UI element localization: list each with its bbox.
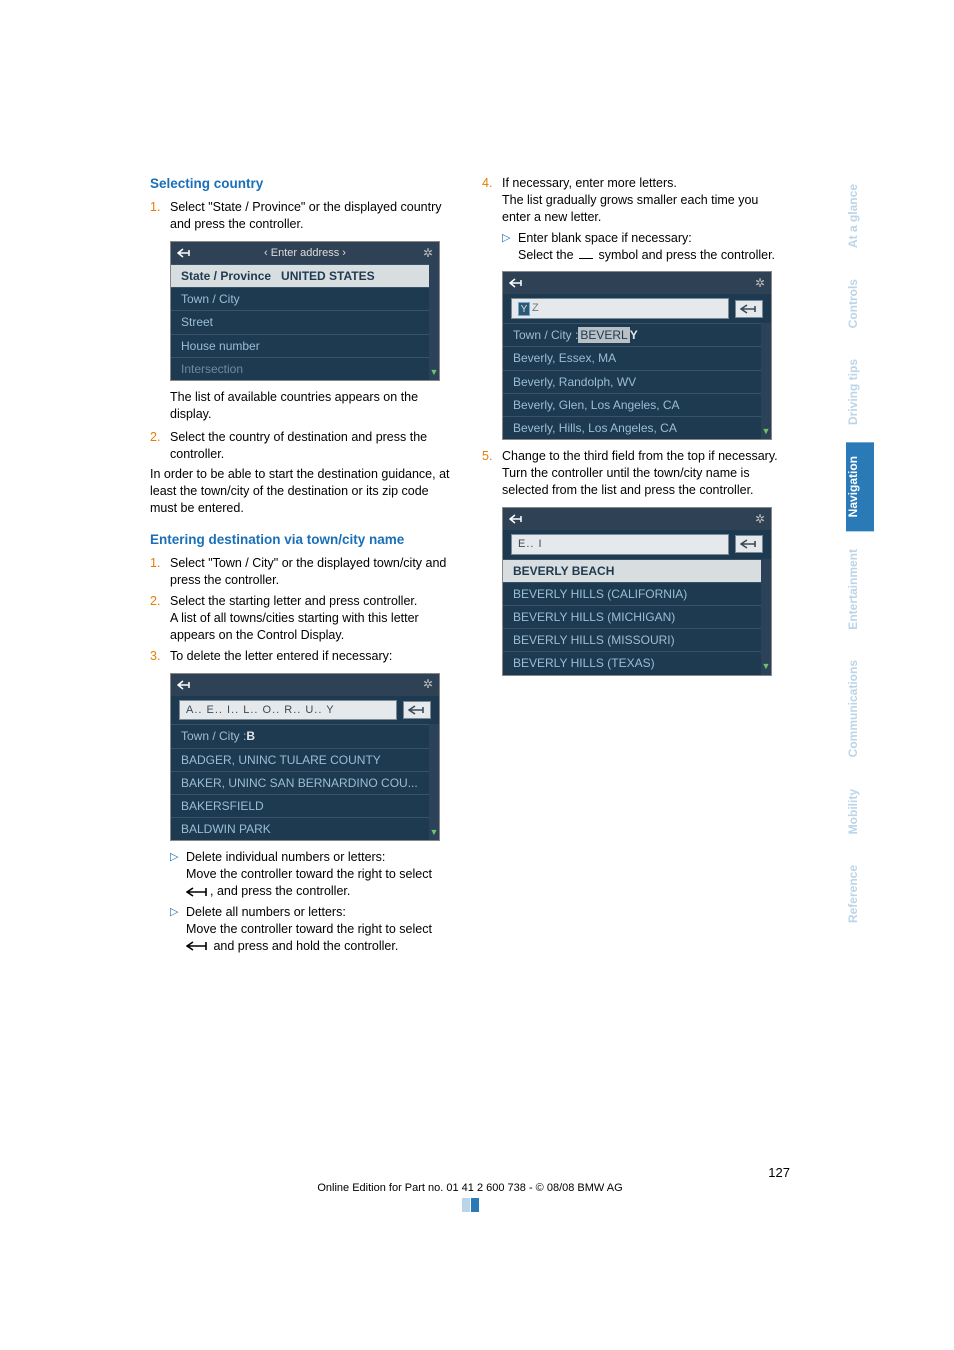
letter-input[interactable]: YZ (511, 298, 729, 319)
step-text: Select "State / Province" or the display… (170, 199, 458, 233)
screenshot-letter-entry: ✲ A.. E.. I.. L.. O.. R.. U.. Y Town / C… (170, 673, 440, 842)
list-item[interactable]: BEVERLY BEACH (503, 559, 761, 582)
options-icon[interactable]: ✲ (755, 275, 765, 291)
step-text: If necessary, enter more letters. The li… (502, 175, 790, 226)
space-symbol-icon (579, 258, 593, 259)
side-tab[interactable]: At a glance (846, 170, 874, 262)
chevron-down-icon: ▼ (430, 366, 439, 378)
side-tab[interactable]: Entertainment (846, 535, 874, 644)
chevron-down-icon: ▼ (762, 425, 771, 437)
list-item[interactable]: Beverly, Randolph, WV (503, 370, 761, 393)
screenshot-enter-address: ‹ Enter address › ✲ State / ProvinceUNIT… (170, 241, 440, 381)
side-tabs: At a glance Controls Driving tips Navigatio… (846, 170, 874, 940)
list-item[interactable]: Intersection (171, 357, 429, 380)
list-item[interactable]: BALDWIN PARK (171, 817, 429, 840)
back-icon[interactable] (177, 679, 193, 691)
chevron-down-icon: ▼ (762, 660, 771, 672)
options-icon[interactable]: ✲ (755, 511, 765, 527)
list-item[interactable]: Street (171, 310, 429, 333)
screenshot-title: ‹ Enter address › (171, 246, 439, 261)
bullet-text: Enter blank space if necessary: Select t… (518, 230, 790, 264)
list-item[interactable]: House number (171, 334, 429, 357)
list-item[interactable]: BEVERLY HILLS (TEXAS) (503, 651, 761, 674)
step-text: Change to the third field from the top i… (502, 448, 790, 499)
bullet-text: Delete all numbers or letters: Move the … (186, 904, 458, 955)
backspace-icon[interactable] (403, 701, 431, 719)
side-tab[interactable]: Driving tips (846, 345, 874, 439)
step-text: Select "Town / City" or the displayed to… (170, 555, 458, 589)
backspace-icon (186, 941, 210, 951)
heading-entering-dest: Entering destination via town/city name (150, 531, 458, 549)
scrollbar[interactable]: ▼ (429, 724, 439, 840)
step-number: 5. (482, 448, 502, 499)
list-item[interactable]: BEVERLY HILLS (CALIFORNIA) (503, 582, 761, 605)
page-number: 127 (150, 1165, 790, 1180)
step-number: 4. (482, 175, 502, 226)
backspace-icon[interactable] (735, 300, 763, 318)
selecting-country-steps: 1. Select "State / Province" or the disp… (150, 199, 458, 233)
step-number: 2. (150, 429, 170, 463)
options-icon[interactable]: ✲ (423, 676, 433, 692)
page-footer: 127 Online Edition for Part no. 01 41 2 … (150, 1165, 790, 1212)
scrollbar[interactable]: ▼ (761, 559, 771, 675)
scrollbar[interactable]: ▼ (429, 264, 439, 380)
step-number: 3. (150, 648, 170, 665)
caption: The list of available countries appears … (170, 389, 458, 423)
list-item[interactable]: BADGER, UNINC TULARE COUNTY (171, 748, 429, 771)
side-tab[interactable]: Communications (846, 646, 874, 771)
scrollbar[interactable]: ▼ (761, 323, 771, 439)
list-item[interactable]: Beverly, Hills, Los Angeles, CA (503, 416, 761, 439)
heading-selecting-country: Selecting country (150, 175, 458, 193)
list-item[interactable]: Town / City (171, 287, 429, 310)
side-tab[interactable]: Mobility (846, 775, 874, 848)
body-text: In order to be able to start the destina… (150, 466, 458, 517)
letter-input[interactable]: A.. E.. I.. L.. O.. R.. U.. Y (179, 700, 397, 721)
step-number: 2. (150, 593, 170, 644)
side-tab[interactable]: Controls (846, 265, 874, 342)
back-icon[interactable] (509, 513, 525, 525)
list-item[interactable]: BAKER, UNINC SAN BERNARDINO COU... (171, 771, 429, 794)
left-column: Selecting country 1. Select "State / Pro… (150, 175, 458, 959)
screenshot-city-select: ✲ E.. I BEVERLY BEACHBEVERLY HILLS (CALI… (502, 507, 772, 676)
backspace-icon[interactable] (735, 535, 763, 553)
back-icon[interactable] (509, 277, 525, 289)
bullet-icon: ▷ (170, 904, 186, 955)
screenshot-narrowed-list: ✲ YZ Town / City : BEVERL Y (502, 271, 772, 440)
bullet-text: Delete individual numbers or letters: Mo… (186, 849, 458, 900)
list-item[interactable]: BEVERLY HILLS (MICHIGAN) (503, 605, 761, 628)
step-number: 1. (150, 555, 170, 589)
step-text: To delete the letter entered if necessar… (170, 648, 458, 665)
list-item[interactable]: Beverly, Glen, Los Angeles, CA (503, 393, 761, 416)
step-text: Select the starting letter and press con… (170, 593, 458, 644)
list-item[interactable]: Town / City : BEVERL Y (503, 323, 761, 346)
footer-text: Online Edition for Part no. 01 41 2 600 … (150, 1182, 790, 1194)
chevron-down-icon: ▼ (430, 826, 439, 838)
list-item[interactable]: State / ProvinceUNITED STATES (171, 264, 429, 287)
list-item[interactable]: Beverly, Essex, MA (503, 346, 761, 369)
list-item[interactable]: Town / City : B (171, 724, 429, 747)
letter-input[interactable]: E.. I (511, 534, 729, 555)
list-item[interactable]: BAKERSFIELD (171, 794, 429, 817)
bullet-icon: ▷ (170, 849, 186, 900)
footer-bar (150, 1198, 790, 1212)
step-number: 1. (150, 199, 170, 233)
side-tab[interactable]: Navigation (846, 442, 874, 531)
bullet-icon: ▷ (502, 230, 518, 264)
right-column: 4. If necessary, enter more letters. The… (482, 175, 790, 959)
list-item[interactable]: BEVERLY HILLS (MISSOURI) (503, 628, 761, 651)
step-text: Select the country of destination and pr… (170, 429, 458, 463)
side-tab[interactable]: Reference (846, 851, 874, 937)
backspace-icon (186, 887, 210, 897)
